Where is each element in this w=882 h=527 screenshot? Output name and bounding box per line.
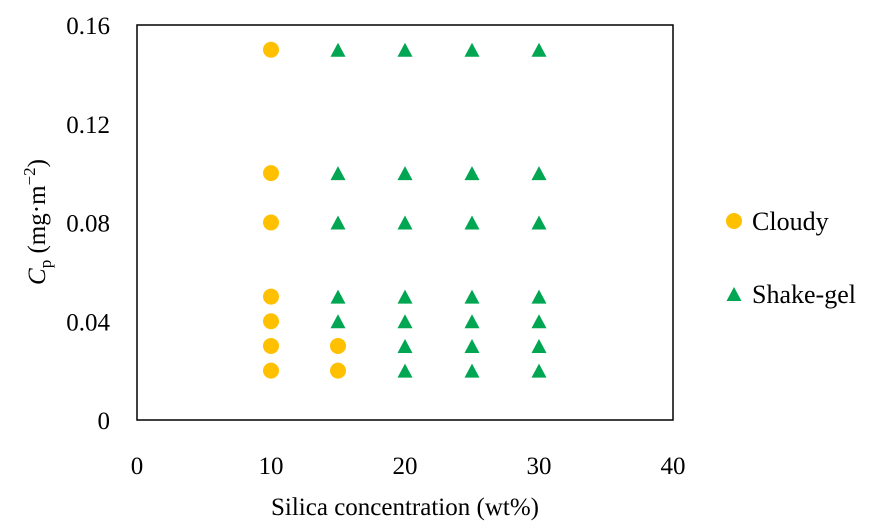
cloudy-point [263,337,279,354]
shake-gel-point [397,215,413,230]
shake-gel-point [464,363,480,378]
y-axis-symbol: C [24,268,51,285]
shake-gel-point [397,338,413,353]
cloudy-point [263,288,279,305]
shake-gel-point [397,42,413,57]
y-axis-units-close: ) [24,159,51,167]
x-tick-label: 40 [661,453,686,480]
y-tick-label: 0.04 [66,309,110,336]
legend: Cloudy Shake-gel [726,207,856,309]
shake-gel-point [531,42,547,57]
x-tick-label: 10 [259,453,284,480]
shake-gel-point [531,215,547,230]
shake-gel-point [464,166,480,181]
shake-gel-point [330,289,346,304]
x-tick-label: 20 [393,453,418,480]
y-tick-label: 0.08 [66,211,110,238]
shake-gel-point [464,215,480,230]
cloudy-point [263,313,279,330]
shake-gel-point [464,338,480,353]
y-axis-subscript: p [36,260,55,269]
y-tick-label: 0.12 [66,112,110,139]
shake-gel-point [397,314,413,329]
legend-circle-marker [726,213,742,229]
shake-gel-point [531,338,547,353]
x-tick-labels: 0 10 20 30 40 [131,453,686,480]
shake-gel-point [531,166,547,181]
shake-gel-point [330,314,346,329]
cloudy-point [263,165,279,182]
shake-gel-point [464,314,480,329]
shake-gel-point [464,42,480,57]
cloudy-point [330,362,346,379]
x-tick-label: 30 [527,453,552,480]
legend-triangle-marker [726,287,742,301]
cloudy-point [263,362,279,379]
y-tick-label: 0 [98,408,111,435]
y-tick-label: 0.16 [66,13,110,40]
shake-gel-point [397,363,413,378]
shake-gel-point [330,215,346,230]
y-axis-title: Cp (mg·m−2) [20,159,55,285]
y-tick-labels: 0 0.04 0.08 0.12 0.16 [66,13,110,435]
x-tick-label: 0 [131,453,144,480]
legend-label: Cloudy [752,207,829,236]
shake-gel-point [330,166,346,181]
y-axis-units-superscript: −2 [20,167,39,185]
cloudy-point [263,41,279,58]
shake-gel-point [397,289,413,304]
shake-gel-point [531,363,547,378]
legend-label: Shake-gel [752,280,856,309]
x-axis-title: Silica concentration (wt%) [271,494,539,521]
shake-gel-point [531,289,547,304]
data-points [263,41,547,379]
shake-gel-point [330,42,346,57]
shake-gel-point [397,166,413,181]
y-axis-units: (mg·m [24,185,51,260]
cloudy-point [330,337,346,354]
cloudy-point [263,214,279,231]
plot-frame [136,24,674,421]
shake-gel-point [464,289,480,304]
shake-gel-point [531,314,547,329]
